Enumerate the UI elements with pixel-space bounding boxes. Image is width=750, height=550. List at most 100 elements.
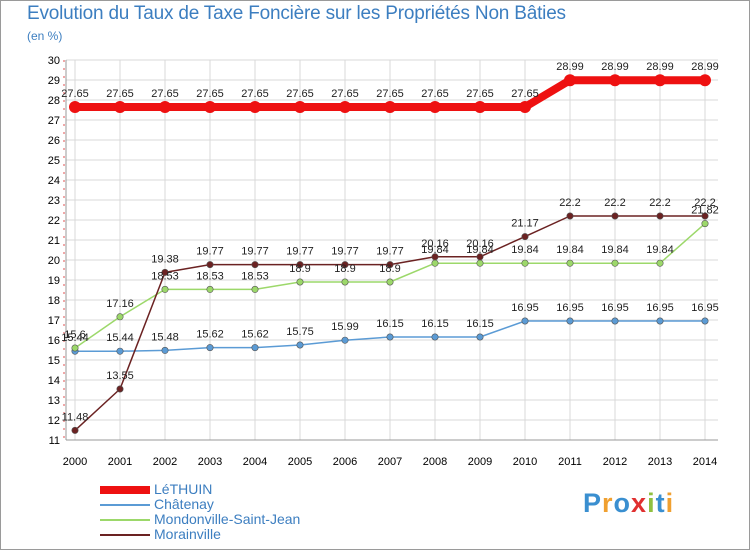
proxiti-logo: Proxiti — [583, 488, 674, 519]
data-label: 16.15 — [421, 318, 449, 330]
data-point — [341, 336, 349, 344]
data-label: 19.77 — [241, 246, 269, 258]
data-label: 15.75 — [286, 326, 314, 338]
data-label: 19.84 — [556, 244, 584, 256]
y-tick-label: 29 — [48, 75, 60, 87]
x-tick-label: 2000 — [63, 456, 87, 468]
x-tick-label: 2007 — [378, 456, 402, 468]
x-tick-label: 2011 — [558, 456, 582, 468]
data-point — [206, 344, 214, 352]
y-tick-label: 17 — [48, 315, 60, 327]
data-point — [474, 101, 486, 113]
data-point — [431, 333, 439, 341]
data-point — [521, 317, 529, 325]
data-label: 19.77 — [331, 246, 359, 258]
data-point — [611, 317, 619, 325]
data-label: 18.53 — [241, 270, 269, 282]
data-point — [656, 259, 664, 267]
data-point — [476, 333, 484, 341]
data-point — [204, 101, 216, 113]
data-label: 27.65 — [421, 88, 449, 100]
data-point — [654, 74, 666, 87]
data-label: 19.84 — [511, 244, 539, 256]
data-label: 27.65 — [61, 88, 89, 100]
logo-letter: P — [583, 488, 603, 518]
legend-swatch — [100, 534, 150, 536]
y-tick-label: 15 — [48, 355, 60, 367]
data-label: 15.6 — [64, 329, 85, 341]
data-label: 18.9 — [334, 263, 355, 275]
data-point — [296, 341, 304, 349]
data-point — [431, 259, 439, 267]
data-point — [294, 101, 306, 113]
legend-swatch — [100, 504, 150, 506]
data-label: 18.9 — [379, 263, 400, 275]
logo-letter: i — [647, 488, 656, 518]
legend-label: LéTHUIN — [154, 481, 213, 497]
data-label: 27.65 — [196, 88, 224, 100]
y-tick-label: 11 — [49, 435, 60, 447]
data-point — [206, 285, 214, 293]
data-label: 19.77 — [376, 246, 404, 258]
data-point — [251, 344, 259, 352]
y-tick-label: 27 — [48, 115, 60, 127]
data-label: 22.2 — [559, 197, 580, 209]
data-label: 20.16 — [421, 238, 449, 250]
x-tick-label: 2005 — [288, 456, 312, 468]
data-point — [249, 101, 261, 113]
data-point — [611, 212, 619, 220]
data-point — [701, 212, 709, 220]
logo-letter: o — [613, 488, 632, 518]
data-point — [476, 253, 484, 261]
data-label: 19.77 — [196, 246, 224, 258]
data-label: 16.95 — [601, 302, 629, 314]
data-point — [701, 220, 709, 228]
legend-label: Morainville — [154, 526, 221, 542]
data-label: 28.99 — [556, 61, 584, 73]
data-label: 22.2 — [604, 197, 625, 209]
logo-letter: x — [631, 488, 648, 518]
data-point — [386, 333, 394, 341]
data-label: 28.99 — [646, 61, 674, 73]
data-point — [69, 101, 81, 113]
data-point — [159, 101, 171, 113]
y-axis-unit: (en %) — [27, 29, 63, 43]
y-tick-label: 13 — [48, 395, 60, 407]
data-label: 18.53 — [196, 270, 224, 282]
data-label: 17.16 — [106, 298, 134, 310]
data-point — [384, 101, 396, 113]
data-point — [521, 233, 529, 241]
legend-swatch — [100, 486, 150, 494]
data-label: 15.48 — [151, 331, 179, 343]
data-point — [71, 426, 79, 434]
data-point — [519, 101, 531, 113]
x-tick-label: 2006 — [333, 456, 357, 468]
data-point — [656, 212, 664, 220]
data-point — [161, 346, 169, 354]
data-point — [161, 268, 169, 276]
x-tick-label: 2004 — [243, 456, 267, 468]
data-point — [116, 313, 124, 321]
y-tick-label: 19 — [48, 275, 60, 287]
x-tick-label: 2002 — [153, 456, 177, 468]
logo-letter: i — [665, 488, 675, 518]
y-tick-label: 20 — [48, 255, 60, 267]
legend: LéTHUIN Châtenay Mondonville-Saint-Jean Mor… — [100, 481, 360, 543]
data-label: 18.53 — [151, 270, 179, 282]
y-tick-label: 22 — [48, 215, 60, 227]
data-label: 27.65 — [151, 88, 179, 100]
data-label: 27.65 — [106, 88, 134, 100]
data-point — [566, 212, 574, 220]
data-point — [656, 317, 664, 325]
data-point — [701, 317, 709, 325]
data-point — [206, 261, 214, 269]
data-label: 22.2 — [694, 197, 715, 209]
y-tick-label: 23 — [48, 195, 60, 207]
y-tick-label: 18 — [48, 295, 60, 307]
y-tick-label: 14 — [48, 375, 60, 387]
data-label: 16.95 — [511, 302, 539, 314]
y-tick-label: 25 — [48, 155, 60, 167]
data-label: 16.15 — [376, 318, 404, 330]
chart-title: Evolution du Taux de Taxe Foncière sur l… — [27, 3, 566, 24]
